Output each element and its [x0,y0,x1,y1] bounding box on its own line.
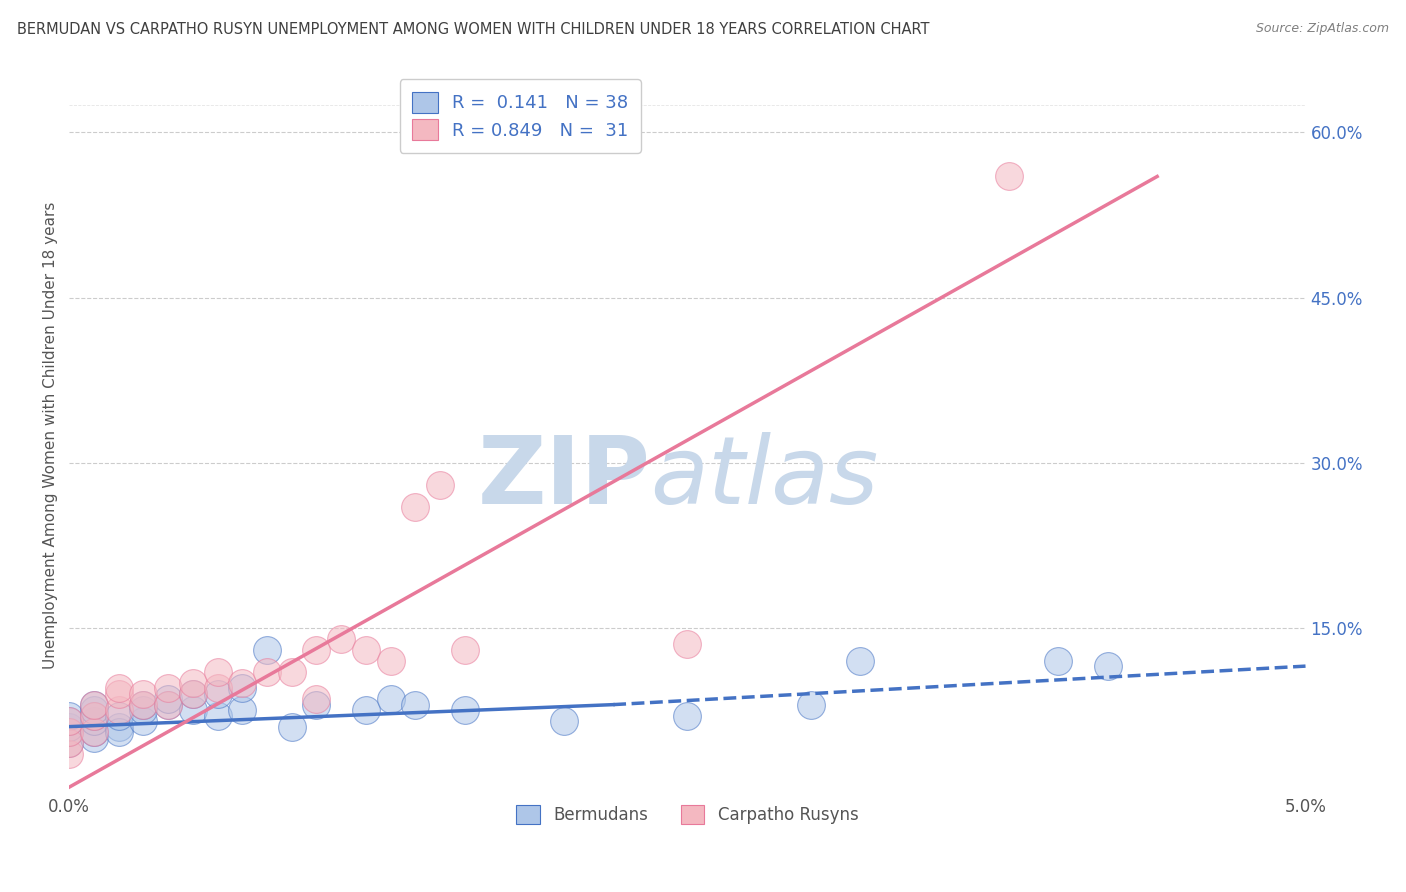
Point [83,698,105,712]
Point [58,736,80,750]
Point [132,714,155,728]
Point [998,169,1021,184]
Point [58,714,80,728]
Point [83,714,105,728]
Point [83,703,105,717]
Point [83,698,105,712]
Point [800,698,823,712]
Point [231,675,253,690]
Point [107,681,129,695]
Point [380,654,402,668]
Point [107,720,129,734]
Point [181,675,204,690]
Point [305,698,328,712]
Point [58,714,80,728]
Text: Source: ZipAtlas.com: Source: ZipAtlas.com [1256,22,1389,36]
Point [354,642,377,657]
Point [849,654,872,668]
Point [380,692,402,706]
Point [181,687,204,701]
Point [281,665,304,679]
Point [207,687,229,701]
Point [107,708,129,723]
Point [157,698,180,712]
Point [354,703,377,717]
Point [83,731,105,745]
Point [58,725,80,739]
Y-axis label: Unemployment Among Women with Children Under 18 years: Unemployment Among Women with Children U… [44,202,58,669]
Point [231,703,253,717]
Point [181,687,204,701]
Point [132,687,155,701]
Point [107,687,129,701]
Point [58,736,80,750]
Point [231,681,253,695]
Point [256,665,278,679]
Point [207,681,229,695]
Point [404,500,426,514]
Point [207,665,229,679]
Point [676,708,699,723]
Point [404,698,426,712]
Point [132,698,155,712]
Point [83,708,105,723]
Point [256,642,278,657]
Point [83,725,105,739]
Point [281,720,304,734]
Text: atlas: atlas [651,433,879,524]
Point [83,708,105,723]
Point [305,692,328,706]
Point [157,698,180,712]
Point [1097,659,1119,673]
Point [429,477,451,491]
Point [58,747,80,761]
Point [454,642,477,657]
Point [207,708,229,723]
Point [58,725,80,739]
Text: ZIP: ZIP [478,432,651,524]
Text: BERMUDAN VS CARPATHO RUSYN UNEMPLOYMENT AMONG WOMEN WITH CHILDREN UNDER 18 YEARS: BERMUDAN VS CARPATHO RUSYN UNEMPLOYMENT … [17,22,929,37]
Legend: Bermudans, Carpatho Rusyns: Bermudans, Carpatho Rusyns [506,795,869,834]
Point [553,714,575,728]
Point [181,703,204,717]
Point [107,725,129,739]
Point [1047,654,1070,668]
Point [58,708,80,723]
Point [132,703,155,717]
Point [107,703,129,717]
Point [454,703,477,717]
Point [676,637,699,651]
Point [132,698,155,712]
Point [83,725,105,739]
Point [58,720,80,734]
Point [330,632,353,646]
Point [157,692,180,706]
Point [305,642,328,657]
Point [157,681,180,695]
